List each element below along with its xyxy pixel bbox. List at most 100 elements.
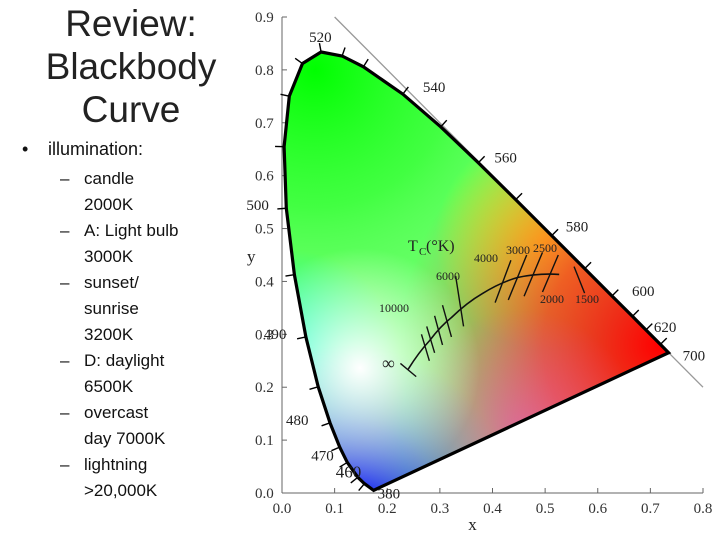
dash: – xyxy=(60,455,70,474)
wavelength-label: 580 xyxy=(566,220,589,236)
sub-item-text: sunrise xyxy=(84,299,139,318)
sub-item-text: sunset/ xyxy=(84,273,139,292)
locus-tick xyxy=(631,309,640,317)
isotherm-title-unit: (°K) xyxy=(426,238,455,255)
y-tick-label: 0.2 xyxy=(255,380,274,396)
isotherm-label: ∞ xyxy=(382,353,395,373)
y-tick-label: 0.4 xyxy=(255,274,274,290)
wavelength-label: 560 xyxy=(494,151,517,167)
planckian-locus xyxy=(407,273,560,370)
sub-item-text: A: Light bulb xyxy=(84,221,179,240)
sub-item-text: candle xyxy=(84,169,135,188)
locus-tick xyxy=(296,336,307,340)
dash: – xyxy=(60,221,70,240)
isotherm-line xyxy=(454,276,465,327)
locus-tick xyxy=(659,337,668,345)
y-tick-label: 0.7 xyxy=(255,116,274,132)
sub-bullet-list: – candle 2000K – A: Light bulb 3000K – s… xyxy=(60,166,240,504)
wavelength-label: 490 xyxy=(264,327,287,343)
x-axis-label: x xyxy=(468,515,477,534)
wavelength-label: 480 xyxy=(286,413,309,429)
isotherm-line xyxy=(541,254,559,293)
sub-item-text: 3200K xyxy=(84,325,134,344)
title-line: Curve xyxy=(81,89,181,130)
wavelength-label: 620 xyxy=(654,320,677,336)
x-tick-label: 0.0 xyxy=(273,501,292,517)
sub-item-lightning: – lightning >20,000K xyxy=(60,452,240,504)
sub-item-sunset: – sunset/ sunrise 3200K xyxy=(60,270,240,348)
isotherm-line xyxy=(507,254,528,301)
title-line: Blackbody xyxy=(45,46,217,87)
locus-tick xyxy=(339,461,348,468)
sub-item-overcast: – overcast day 7000K xyxy=(60,400,240,452)
sub-item-candle: – candle 2000K xyxy=(60,166,240,218)
locus-tick xyxy=(402,86,409,95)
locus-tick xyxy=(341,47,346,57)
locus-tick xyxy=(277,207,287,210)
x-tick-label: 0.4 xyxy=(483,501,502,517)
x-tick-label: 0.5 xyxy=(536,501,555,517)
locus-tick xyxy=(515,192,523,201)
isotherm-label: 4000 xyxy=(474,251,498,265)
axes: 0.0 0.1 0.2 0.3 0.4 0.5 0.6 0.7 0.8 0.0 0.1 0.2 0.3 0… xyxy=(247,10,712,534)
locus-tick xyxy=(331,446,340,452)
locus-tick xyxy=(611,289,619,297)
isotherm-line xyxy=(433,315,444,346)
y-tick-label: 0.6 xyxy=(255,169,274,185)
locus-tick xyxy=(440,119,448,128)
locus-tick xyxy=(294,57,303,65)
x-tick-label: 0.1 xyxy=(325,501,344,517)
x-tick-label: 0.3 xyxy=(431,501,450,517)
wavelength-label: 380 xyxy=(378,486,401,502)
isotherm-label: 6000 xyxy=(436,269,460,283)
locus-ticks xyxy=(275,43,668,492)
dash: – xyxy=(60,273,70,292)
isotherm-line xyxy=(420,334,431,361)
sub-item-daylight: – D: daylight 6500K xyxy=(60,348,240,400)
sub-item-text: overcast xyxy=(84,403,149,422)
sub-item-text: D: daylight xyxy=(84,351,165,370)
wavelength-label: 460 xyxy=(336,462,362,481)
locus-tick xyxy=(362,58,369,68)
locus-tick xyxy=(477,155,486,164)
locus-tick xyxy=(358,483,365,492)
sub-item-text: 3000K xyxy=(84,247,134,266)
isotherm-line xyxy=(494,260,512,303)
wavelength-label: 470 xyxy=(311,448,334,464)
isotherm-title-sub: C xyxy=(419,246,426,258)
locus-tick xyxy=(285,274,295,277)
spectral-locus xyxy=(282,50,672,493)
sub-item-text: 6500K xyxy=(84,377,134,396)
sub-item-text: 2000K xyxy=(84,195,134,214)
locus-tick xyxy=(280,93,290,97)
slide-title: Review: Blackbody Curve xyxy=(20,2,242,131)
dash: – xyxy=(60,351,70,370)
y-tick-label: 0.1 xyxy=(255,433,274,449)
x-tick-label: 0.2 xyxy=(378,501,397,517)
y-axis-label: y xyxy=(247,247,256,266)
isotherm-line xyxy=(441,305,453,338)
dash: – xyxy=(60,169,70,188)
sub-item-text: >20,000K xyxy=(84,481,158,500)
locus-tick xyxy=(645,323,653,331)
locus-tick xyxy=(318,43,322,53)
x-tick-label: 0.8 xyxy=(694,501,713,517)
bullet-text: illumination: xyxy=(48,139,144,159)
isotherm-label: 2000 xyxy=(540,292,564,306)
isotherm-line xyxy=(399,362,417,378)
isotherm-line xyxy=(573,266,586,294)
locus-tick xyxy=(321,422,331,427)
locus-tick xyxy=(551,228,559,237)
isotherm-label: 3000 xyxy=(506,243,530,257)
wavelength-label: 500 xyxy=(246,198,269,214)
wavelength-label: 700 xyxy=(683,349,706,365)
title-line: Review: xyxy=(65,3,197,44)
isotherm-label: 1500 xyxy=(575,292,599,306)
isotherm-title: T xyxy=(408,238,418,255)
wavelength-label: 600 xyxy=(632,284,655,300)
wavelength-label: 540 xyxy=(423,80,446,96)
wavelength-label: 520 xyxy=(309,30,332,46)
isotherm-lines xyxy=(399,252,586,378)
